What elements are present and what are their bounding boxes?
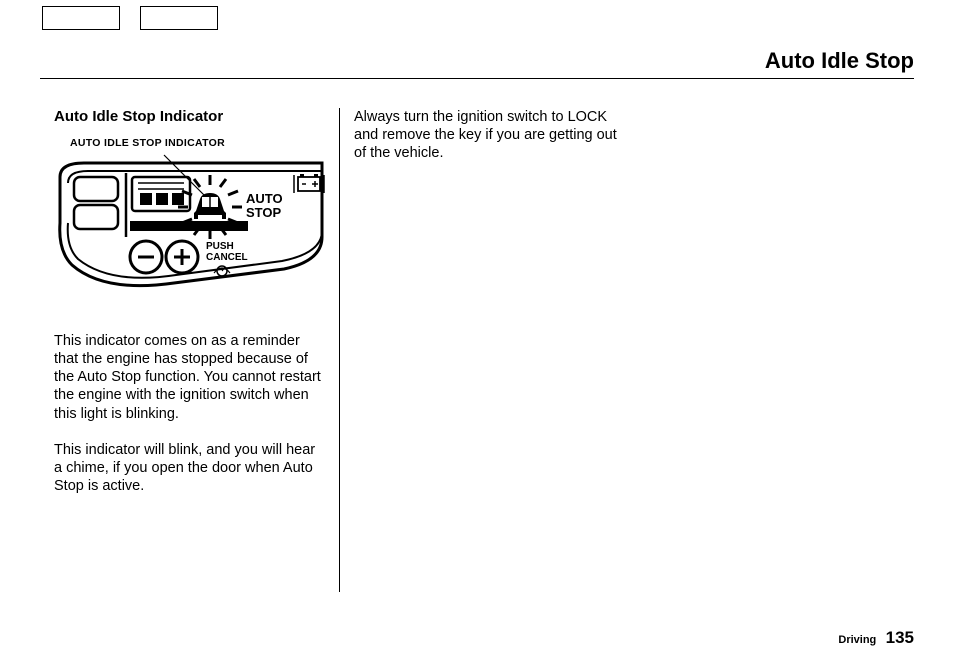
auto-text: AUTO xyxy=(246,191,283,206)
col1-paragraph-2: This indicator will blink, and you will … xyxy=(54,441,325,495)
footer-section-label: Driving xyxy=(838,634,876,646)
col1-paragraph-1: This indicator comes on as a reminder th… xyxy=(54,332,325,423)
cancel-text: CANCEL xyxy=(206,252,248,263)
column-1: Auto Idle Stop Indicator AUTO IDLE STOP … xyxy=(40,108,340,592)
plus-button-icon xyxy=(166,241,198,273)
top-nav-boxes xyxy=(42,6,218,30)
column-2: Always turn the ignition switch to LOCK … xyxy=(340,108,640,592)
footer-page-number: 135 xyxy=(886,628,914,647)
nav-box-prev[interactable] xyxy=(42,6,120,30)
content-columns: Auto Idle Stop Indicator AUTO IDLE STOP … xyxy=(40,108,914,592)
col2-paragraph-1: Always turn the ignition switch to LOCK … xyxy=(354,108,626,162)
page-title: Auto Idle Stop xyxy=(765,48,914,74)
nav-box-next[interactable] xyxy=(140,6,218,30)
manual-page: Auto Idle Stop Auto Idle Stop Indicator … xyxy=(0,0,954,672)
auto-idle-stop-diagram: AUTO STOP xyxy=(54,153,328,308)
diagram-caption: AUTO IDLE STOP INDICATOR xyxy=(70,137,325,149)
page-footer: Driving 135 xyxy=(838,628,914,648)
minus-button-icon xyxy=(130,241,162,273)
stop-text: STOP xyxy=(246,205,281,220)
push-text: PUSH xyxy=(206,241,234,252)
subheading: Auto Idle Stop Indicator xyxy=(54,108,325,125)
title-rule xyxy=(40,78,914,79)
battery-icon xyxy=(298,174,320,191)
